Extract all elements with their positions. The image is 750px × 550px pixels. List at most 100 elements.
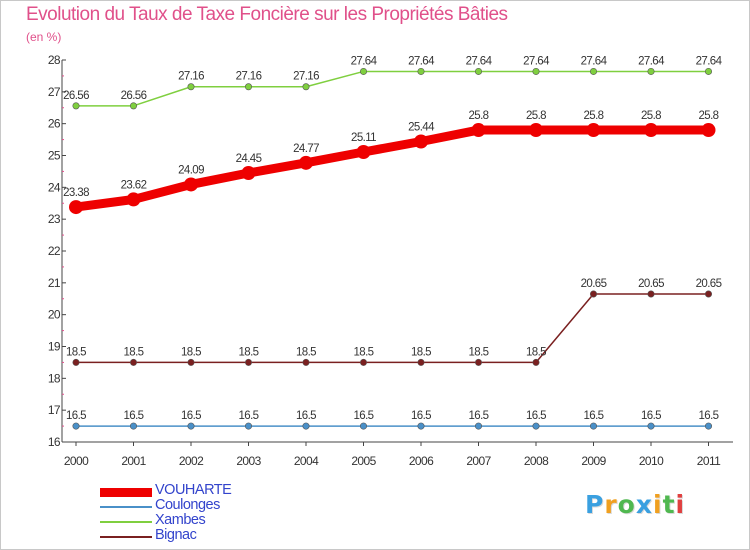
series-vouharte (69, 123, 716, 215)
data-label-vouharte: 24.09 (178, 164, 204, 176)
data-label-xambes: 26.56 (63, 90, 89, 102)
x-tick-label: 2010 (639, 454, 664, 468)
data-label-bignac: 18.5 (296, 346, 316, 358)
data-label-bignac: 18.5 (469, 346, 489, 358)
y-tick-label: 26 (48, 117, 61, 131)
data-label-xambes: 27.64 (408, 55, 435, 67)
data-point-vouharte (241, 166, 256, 181)
series-line-vouharte (71, 125, 713, 212)
data-point-vouharte (414, 134, 428, 149)
data-point-bignac (474, 358, 482, 366)
data-point-vouharte (644, 123, 658, 138)
data-point-xambes (532, 67, 540, 75)
series-coulonges (72, 422, 712, 430)
x-tick-label: 2002 (179, 454, 204, 468)
data-label-vouharte: 23.62 (121, 179, 147, 191)
y-tick-label: 22 (48, 244, 61, 258)
data-label-bignac: 18.5 (66, 346, 86, 358)
data-label-bignac: 18.5 (354, 346, 374, 358)
data-point-vouharte (529, 123, 543, 138)
x-tick-label: 2008 (524, 454, 549, 468)
data-label-xambes: 26.56 (121, 90, 147, 102)
data-label-vouharte: 25.11 (351, 132, 376, 144)
x-axis-ticks: 2000 2001 2002 2003 2004 2005 2006 2007 2008 2009… (64, 442, 722, 468)
x-tick-label: 2003 (236, 454, 261, 468)
data-point-coulonges (130, 422, 138, 430)
data-label-coulonges: 16.5 (296, 410, 316, 422)
data-point-vouharte (69, 200, 83, 215)
chart-title: Evolution du Taux de Taxe Foncière sur l… (26, 4, 508, 25)
data-point-vouharte (471, 123, 486, 138)
series-line-bignac (75, 293, 710, 364)
data-label-coulonges: 16.5 (124, 410, 144, 422)
data-point-xambes (417, 67, 425, 75)
data-label-coulonges: 16.5 (239, 410, 259, 422)
data-point-xambes (474, 67, 482, 75)
y-tick-label: 17 (48, 403, 61, 417)
data-point-bignac (704, 290, 712, 298)
data-label-coulonges: 16.5 (354, 410, 374, 422)
data-label-bignac: 18.5 (124, 346, 144, 358)
data-point-coulonges (647, 422, 655, 430)
data-label-vouharte: 25.8 (641, 110, 661, 122)
data-point-bignac (130, 358, 138, 366)
y-axis-ticks: 16 17 18 19 20 21 22 23 24 25 26 27 28 (48, 53, 66, 449)
data-point-bignac (417, 358, 425, 366)
data-point-vouharte (126, 192, 141, 207)
legend-label-vouharte: VOUHARTE (155, 482, 232, 498)
data-point-vouharte (586, 123, 601, 138)
data-label-coulonges: 16.5 (526, 410, 546, 422)
data-label-xambes: 27.16 (178, 71, 204, 83)
legend-label-xambes: Xambes (155, 512, 206, 528)
data-point-xambes (72, 102, 80, 110)
data-label-xambes: 27.64 (351, 55, 378, 67)
y-tick-label: 19 (48, 340, 61, 354)
logo-letter: P (585, 490, 605, 519)
x-tick-label: 2011 (697, 454, 721, 468)
data-point-vouharte (184, 177, 198, 192)
data-label-xambes: 27.16 (293, 71, 319, 83)
data-label-layer: 26.56 26.56 27.16 27.16 27.16 27.64 27.64 27.64… (63, 55, 723, 422)
data-label-xambes: 27.64 (466, 55, 493, 67)
data-label-vouharte: 23.38 (63, 187, 89, 199)
data-label-coulonges: 16.5 (584, 410, 604, 422)
data-label-vouharte: 24.77 (293, 143, 319, 155)
y-tick-label: 24 (48, 180, 61, 194)
data-label-coulonges: 16.5 (181, 410, 201, 422)
data-label-xambes: 27.64 (581, 55, 608, 67)
logo-letter: t (662, 490, 676, 519)
data-label-coulonges: 16.5 (66, 410, 86, 422)
data-label-vouharte: 25.44 (408, 121, 435, 133)
data-label-bignac: 20.65 (581, 278, 607, 290)
data-point-bignac (589, 290, 597, 298)
data-point-xambes (359, 67, 367, 75)
data-point-bignac (647, 290, 655, 298)
data-point-xambes (647, 67, 655, 75)
y-tick-label: 20 (48, 308, 61, 322)
data-point-bignac (187, 358, 195, 366)
legend-swatch-vouharte (100, 487, 152, 497)
x-tick-label: 2007 (466, 454, 491, 468)
data-label-vouharte: 25.8 (469, 110, 489, 122)
data-point-xambes (245, 83, 253, 91)
data-label-bignac: 18.5 (411, 346, 431, 358)
series-layer (69, 67, 716, 430)
y-tick-label: 18 (48, 371, 61, 385)
logo-letter: i (675, 490, 686, 519)
x-tick-label: 2004 (294, 454, 319, 468)
data-label-bignac: 18.5 (239, 346, 259, 358)
y-tick-label: 16 (48, 435, 61, 449)
data-point-coulonges (417, 422, 425, 430)
data-label-vouharte: 25.8 (584, 110, 604, 122)
logo-letter: x (635, 490, 653, 519)
logo-letter: i (653, 490, 663, 519)
data-label-xambes: 27.64 (638, 55, 665, 67)
data-label-coulonges: 16.5 (469, 410, 489, 422)
proxiti-logo: Proxiti (585, 490, 685, 519)
unit-label: (en %) (26, 30, 62, 44)
x-tick-label: 2000 (64, 454, 89, 468)
series-bignac (72, 290, 712, 366)
y-tick-label: 28 (48, 53, 61, 67)
data-label-xambes: 27.16 (236, 71, 262, 83)
